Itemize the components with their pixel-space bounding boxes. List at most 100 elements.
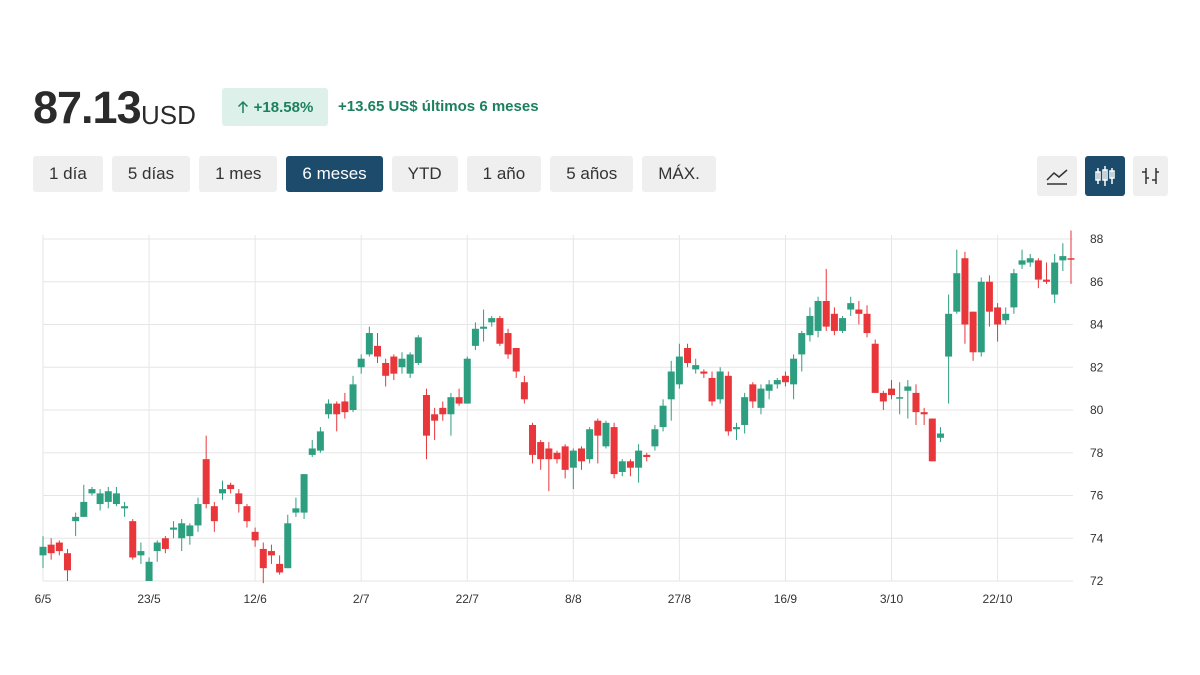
candle-body: [357, 358, 365, 368]
candle-body: [855, 309, 863, 314]
candle-body: [300, 474, 308, 513]
x-tick-label: 8/8: [565, 592, 582, 606]
range-button[interactable]: 1 mes: [199, 156, 278, 192]
x-tick-label: 16/9: [774, 592, 798, 606]
candle-body: [936, 433, 944, 438]
candle-body: [480, 326, 488, 329]
candle-body: [1034, 260, 1042, 280]
candle-body: [806, 315, 814, 336]
candle-body: [724, 375, 732, 432]
candle-body: [716, 371, 724, 400]
candle-body: [406, 354, 414, 374]
candle-body: [390, 356, 398, 374]
candle-body: [512, 348, 520, 372]
x-tick-label: 23/5: [137, 592, 161, 606]
y-tick-label: 82: [1090, 360, 1104, 374]
candle-body: [626, 461, 634, 468]
range-button[interactable]: 6 meses: [286, 156, 383, 192]
y-tick-label: 88: [1090, 232, 1104, 246]
x-tick-label: 2/7: [353, 592, 370, 606]
candle-body: [675, 356, 683, 385]
candle-body: [1067, 258, 1075, 260]
up-arrow: [237, 100, 248, 113]
candle-body: [1026, 258, 1034, 263]
candle-body: [202, 459, 210, 505]
candle-body: [1059, 256, 1067, 261]
line-chart-button[interactable]: [1037, 156, 1077, 196]
candle-body: [292, 508, 300, 513]
candle-body: [447, 397, 455, 415]
candle-body: [1051, 262, 1059, 295]
y-tick-label: 86: [1090, 275, 1104, 289]
candle-body: [863, 313, 871, 334]
range-button[interactable]: 5 años: [550, 156, 634, 192]
candle-body: [1002, 313, 1010, 321]
y-tick-label: 76: [1090, 489, 1104, 503]
candle-body: [708, 377, 716, 402]
x-tick-label: 6/5: [35, 592, 52, 606]
change-badge: +18.58%: [222, 88, 328, 126]
candle-body: [684, 348, 692, 363]
candle-body: [129, 521, 137, 558]
candle-body: [349, 384, 357, 410]
range-button[interactable]: MÁX.: [642, 156, 716, 192]
x-tick-label: 22/10: [983, 592, 1013, 606]
candle-body: [308, 448, 316, 455]
candle-body: [80, 501, 88, 517]
y-tick-label: 78: [1090, 446, 1104, 460]
candle-body: [888, 388, 896, 396]
range-button[interactable]: YTD: [391, 156, 458, 192]
candle-body: [398, 358, 406, 368]
candle-body: [798, 333, 806, 355]
candle-body: [1010, 273, 1018, 308]
x-tick-label: 22/7: [456, 592, 480, 606]
candle-body: [969, 311, 977, 353]
candle-body: [961, 258, 969, 325]
candle-body: [88, 489, 96, 494]
range-button[interactable]: 1 día: [33, 156, 103, 192]
candle-body: [96, 493, 104, 505]
candle-body: [55, 542, 63, 552]
candle-body: [814, 300, 822, 331]
ohlc-icon: [1142, 168, 1159, 184]
candle-body: [757, 388, 765, 408]
candle-body: [414, 337, 422, 363]
candle-body: [463, 358, 471, 404]
candle-body: [243, 506, 251, 522]
candle-body: [251, 531, 259, 541]
candle-body: [374, 345, 382, 357]
candle-body: [871, 343, 879, 393]
candle-body: [561, 446, 569, 470]
candle-body: [545, 448, 553, 460]
candle-body: [847, 303, 855, 310]
x-tick-label: 3/10: [880, 592, 904, 606]
candle-body: [333, 403, 341, 415]
candle-icon: [1095, 166, 1115, 186]
candle-body: [920, 412, 928, 415]
candle-body: [790, 358, 798, 385]
candle-body: [977, 281, 985, 353]
candle-chart-button[interactable]: [1085, 156, 1125, 196]
y-tick-label: 84: [1090, 318, 1104, 332]
candle-body: [1043, 279, 1051, 282]
candle-body: [284, 523, 292, 569]
candle-body: [63, 553, 71, 571]
candle-body: [994, 307, 1002, 325]
x-tick-label: 12/6: [243, 592, 267, 606]
candle-body: [161, 538, 169, 549]
range-button[interactable]: 5 días: [111, 156, 191, 192]
price: 87.13: [33, 82, 142, 133]
y-tick-label: 80: [1090, 403, 1104, 417]
candle-body: [1018, 260, 1026, 265]
candle-body: [781, 375, 789, 383]
candle-body: [259, 548, 267, 569]
range-button[interactable]: 1 año: [466, 156, 542, 192]
candle-body: [170, 527, 178, 530]
candle-body: [121, 506, 129, 509]
range-buttons: 1 día 5 días 1 mes 6 meses YTD 1 año 5 años MÁX…: [33, 156, 716, 192]
candle-body: [455, 397, 463, 404]
ohlc-chart-button[interactable]: [1133, 156, 1168, 196]
candle-body: [659, 405, 667, 428]
candle-body: [145, 561, 153, 581]
